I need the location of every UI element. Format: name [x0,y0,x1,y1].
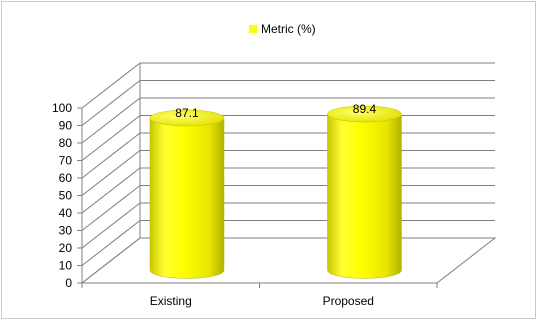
gridline [81,220,495,266]
legend-label: Metric (%) [261,22,316,36]
gridline [81,185,495,231]
y-tick-label: 70 [59,154,73,168]
bar-cylinder-top [327,105,402,123]
gridline [81,202,495,249]
data-label: 87.1 [175,106,199,120]
gridline [81,97,495,144]
y-tick-label: 10 [59,259,73,273]
chart-legend: Metric (%) [249,22,316,36]
legend-swatch [249,25,257,33]
bar-cylinder [149,117,225,279]
y-tick-label: 90 [59,119,73,133]
bar-cylinder-top [149,109,225,127]
gridline [81,167,495,214]
gridline [81,132,495,179]
gridline [81,150,495,196]
y-tick-label: 20 [59,241,73,255]
gridline [81,80,495,126]
y-tick-label: 100 [52,101,72,115]
x-tick-label: Proposed [323,294,374,308]
data-label: 89.4 [353,102,377,116]
y-tick-label: 40 [59,206,73,220]
y-tick-label: 50 [59,189,73,203]
y-tick-label: 0 [65,276,72,290]
bar-cylinder [327,113,402,279]
x-tick-label: Existing [150,294,192,308]
y-tick-label: 80 [59,136,73,150]
y-tick-label: 60 [59,171,73,185]
floor-outline [80,237,497,284]
gridline [81,115,495,161]
y-tick-label: 30 [59,224,73,238]
gridline [81,62,495,109]
gridline [81,237,495,284]
